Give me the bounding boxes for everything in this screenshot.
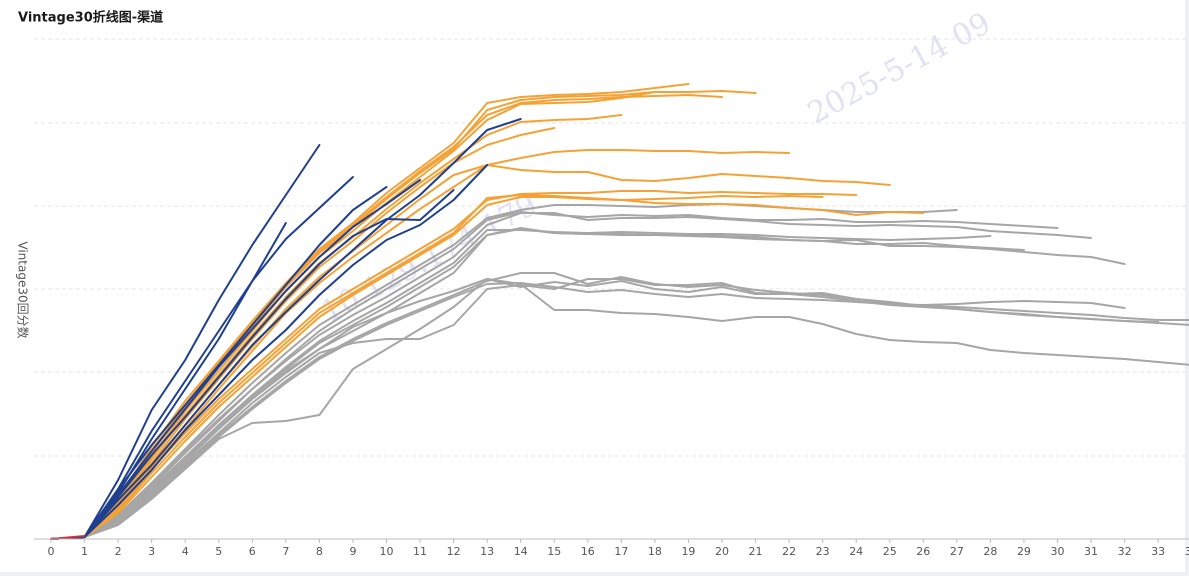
x-tick-label: 16 [581, 545, 595, 558]
x-tick-label: 13 [480, 545, 494, 558]
series-line [50, 278, 1189, 540]
x-tick-label: 5 [215, 545, 222, 558]
series-line [50, 186, 388, 540]
x-tick-label: 4 [182, 545, 189, 558]
x-tick-label: 17 [614, 545, 628, 558]
x-tick-label: 15 [547, 545, 561, 558]
x-tick-label: 12 [447, 545, 461, 558]
x-tick-label: 34 [1185, 545, 1189, 558]
series-line [50, 118, 522, 540]
x-tick-label: 19 [681, 545, 695, 558]
series-line [50, 227, 1126, 540]
series-line [50, 212, 1093, 540]
x-tick-label: 23 [816, 545, 830, 558]
series-line [50, 189, 455, 540]
x-tick-label: 31 [1084, 545, 1098, 558]
x-tick-label: 10 [380, 545, 394, 558]
x-tick-label: 26 [916, 545, 930, 558]
x-tick-label: 9 [349, 545, 356, 558]
x-tick-label: 11 [413, 545, 427, 558]
series-line [50, 127, 556, 540]
frame-edge [1185, 0, 1189, 576]
x-tick-label: 29 [1017, 545, 1031, 558]
series-line [50, 164, 891, 540]
x-tick-label: 21 [749, 545, 763, 558]
x-tick-label: 8 [316, 545, 323, 558]
x-tick-label: 2 [115, 545, 122, 558]
series-line [50, 190, 858, 540]
series-line [50, 282, 1126, 540]
x-tick-label: 22 [782, 545, 796, 558]
series-line [50, 272, 1189, 540]
series-line [50, 164, 489, 540]
chart-title: Vintage30折线图-渠道 [18, 10, 163, 26]
y-axis-label: Vintage30回分数 [16, 241, 31, 338]
series-line [50, 144, 321, 540]
x-tick-label: 7 [282, 545, 289, 558]
x-tick-label: 28 [983, 545, 997, 558]
x-tick-label: 18 [648, 545, 662, 558]
x-tick-label: 25 [883, 545, 897, 558]
series-line [50, 195, 824, 540]
x-tick-label: 33 [1151, 545, 1165, 558]
x-tick-label: 14 [514, 545, 528, 558]
x-tick-label: 3 [148, 545, 155, 558]
x-tick-label: 0 [48, 545, 55, 558]
series-line [50, 278, 1160, 540]
x-tick-label: 32 [1118, 545, 1132, 558]
frame-edge [0, 572, 1189, 576]
series-line [50, 211, 1059, 540]
x-tick-label: 20 [715, 545, 729, 558]
x-tick-label: 30 [1051, 545, 1065, 558]
series-line [50, 179, 422, 540]
series-line [50, 194, 925, 540]
x-tick-label: 24 [849, 545, 863, 558]
series-line [50, 91, 656, 540]
x-tick-label: 1 [81, 545, 88, 558]
x-tick-label: 6 [249, 545, 256, 558]
x-tick-label: 27 [950, 545, 964, 558]
